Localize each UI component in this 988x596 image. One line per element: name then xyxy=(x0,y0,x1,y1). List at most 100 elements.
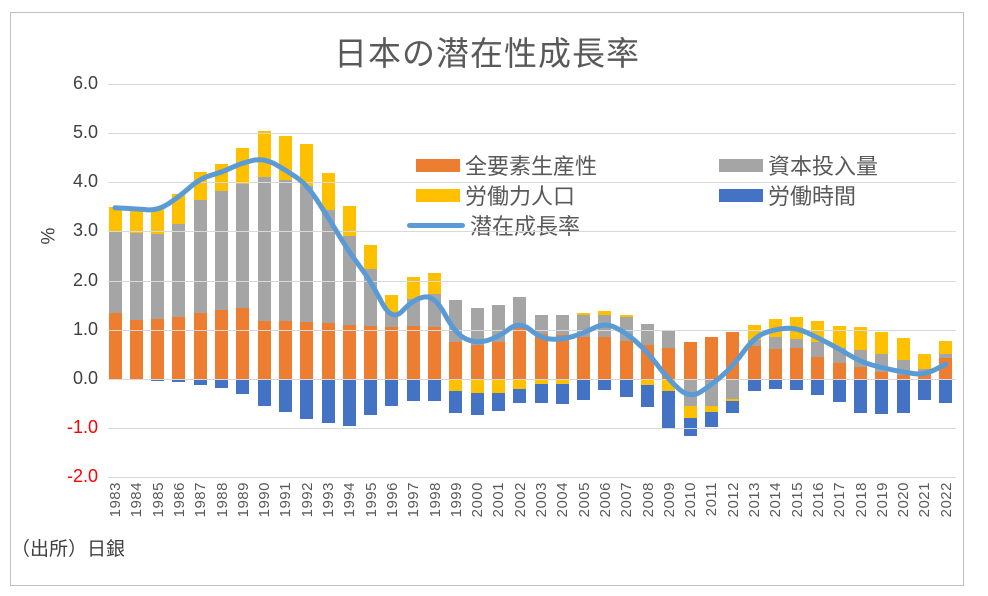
gridline xyxy=(108,133,956,134)
bar-segment-労働時間 xyxy=(300,379,314,420)
bar-segment-全要素生産性 xyxy=(662,348,676,379)
bar-segment-全要素生産性 xyxy=(726,332,740,379)
bar-segment-労働時間 xyxy=(726,401,740,414)
bar-segment-資本投入量 xyxy=(641,323,654,345)
bar-segment-労働力人口 xyxy=(726,398,740,402)
x-tick-label: 1992 xyxy=(298,482,316,518)
bar-segment-資本投入量 xyxy=(875,353,889,372)
bar-segment-全要素生産性 xyxy=(321,323,335,379)
bar-segment-労働時間 xyxy=(704,411,718,427)
bar-segment-全要素生産性 xyxy=(619,340,633,379)
bar-segment-資本投入量 xyxy=(236,183,250,308)
bar-segment-労働時間 xyxy=(215,379,228,388)
y-tick-label: -1.0 xyxy=(66,417,98,438)
bar-segment-労働時間 xyxy=(534,383,548,403)
bar-segment-資本投入量 xyxy=(790,338,804,349)
bar-segment-資本投入量 xyxy=(470,307,484,345)
x-tick-label: 1988 xyxy=(213,482,231,518)
bar-segment-労働時間 xyxy=(875,379,889,415)
x-tick-label: 1990 xyxy=(256,482,274,518)
bar-segment-労働時間 xyxy=(662,391,676,429)
bar-segment-全要素生産性 xyxy=(491,342,505,379)
x-tick-label: 2006 xyxy=(596,482,614,518)
bar-segment-資本投入量 xyxy=(257,176,271,321)
bar-segment-労働力人口 xyxy=(129,207,143,233)
bar-segment-労働時間 xyxy=(513,388,527,403)
bar-segment-労働時間 xyxy=(385,379,399,407)
bar-segment-全要素生産性 xyxy=(470,344,484,379)
bar-segment-労働時間 xyxy=(555,383,569,404)
bar-segment-労働時間 xyxy=(577,379,591,400)
x-tick-label: 1989 xyxy=(234,482,252,518)
bar-segment-資本投入量 xyxy=(555,315,569,335)
y-tick-label: 0.0 xyxy=(72,368,98,388)
bar-segment-資本投入量 xyxy=(513,297,527,325)
bar-segment-労働時間 xyxy=(257,379,271,407)
bar-segment-全要素生産性 xyxy=(704,337,718,379)
bar-segment-労働力人口 xyxy=(428,272,441,294)
x-tick-label: 1997 xyxy=(405,482,423,518)
bar-segment-労働力人口 xyxy=(193,172,207,200)
bar-segment-資本投入量 xyxy=(321,210,335,324)
x-tick-label: 2003 xyxy=(533,482,550,518)
bar-segment-全要素生産性 xyxy=(215,310,228,379)
bar-segment-全要素生産性 xyxy=(534,333,548,379)
bar-segment-労働時間 xyxy=(683,418,697,436)
bar-segment-労働力人口 xyxy=(704,406,718,412)
x-tick-label: 2007 xyxy=(618,482,636,518)
bar-segment-労働力人口 xyxy=(619,314,633,317)
bar-segment-資本投入量 xyxy=(406,299,420,327)
x-tick-label: 2010 xyxy=(682,482,700,518)
bar-segment-資本投入量 xyxy=(896,360,910,376)
bar-segment-労働時間 xyxy=(278,379,292,413)
bar-segment-全要素生産性 xyxy=(854,366,867,379)
x-tick-label: 2013 xyxy=(746,482,763,518)
bar-segment-労働力人口 xyxy=(598,311,612,316)
bar-segment-全要素生産性 xyxy=(108,312,122,379)
bar-segment-全要素生産性 xyxy=(598,337,612,379)
bar-segment-全要素生産性 xyxy=(790,348,804,379)
bar-segment-全要素生産性 xyxy=(513,324,527,379)
bar-segment-資本投入量 xyxy=(747,339,761,346)
x-tick-label: 2008 xyxy=(639,482,657,518)
bar-segment-労働時間 xyxy=(917,379,931,400)
bar-segment-労働力人口 xyxy=(300,143,314,186)
bar-segment-資本投入量 xyxy=(129,232,143,320)
bar-segment-労働時間 xyxy=(768,379,782,389)
y-tick-label: 4.0 xyxy=(72,171,98,192)
bar-segment-労働時間 xyxy=(896,379,910,414)
x-tick-label: 2012 xyxy=(724,482,742,518)
bar-segment-労働時間 xyxy=(619,379,633,398)
bar-segment-全要素生産性 xyxy=(300,322,314,379)
bar-segment-全要素生産性 xyxy=(385,327,399,379)
y-tick-label: 1.0 xyxy=(72,318,98,339)
x-tick-label: 2001 xyxy=(490,482,508,518)
bar-segment-労働力人口 xyxy=(491,379,505,393)
x-tick-label: 1995 xyxy=(362,482,380,518)
x-tick-label: 2016 xyxy=(809,482,827,518)
legend-label-capital: 資本投入量 xyxy=(768,154,879,179)
bar-segment-労働時間 xyxy=(321,379,335,424)
x-tick-label: 2015 xyxy=(788,482,806,518)
chart-title: 日本の潜在性成長率 xyxy=(334,35,640,72)
bar-segment-労働時間 xyxy=(832,379,846,403)
x-tick-label: 2017 xyxy=(831,482,849,518)
bar-segment-労働力人口 xyxy=(278,136,292,180)
bar-segment-全要素生産性 xyxy=(172,316,186,379)
bar-segment-労働力人口 xyxy=(577,312,591,316)
bar-segment-全要素生産性 xyxy=(875,371,889,379)
bar-segment-資本投入量 xyxy=(768,337,782,350)
bar-segment-労働時間 xyxy=(790,379,804,390)
bar-segment-資本投入量 xyxy=(683,379,697,407)
x-tick-label: 2020 xyxy=(895,482,913,518)
x-tick-label: 1987 xyxy=(192,482,210,518)
legend-label-labor-force: 労働力人口 xyxy=(465,184,576,209)
legend-label-potential-line: 潜在成長率 xyxy=(470,214,581,239)
bar-segment-労働時間 xyxy=(641,384,654,408)
gridline xyxy=(108,231,956,233)
bar-segment-資本投入量 xyxy=(726,379,740,399)
y-tick-label: 2.0 xyxy=(72,269,98,290)
bar-segment-労働時間 xyxy=(939,379,953,403)
legend-swatch-hours xyxy=(719,188,763,202)
x-tick-label: 1998 xyxy=(426,482,444,518)
